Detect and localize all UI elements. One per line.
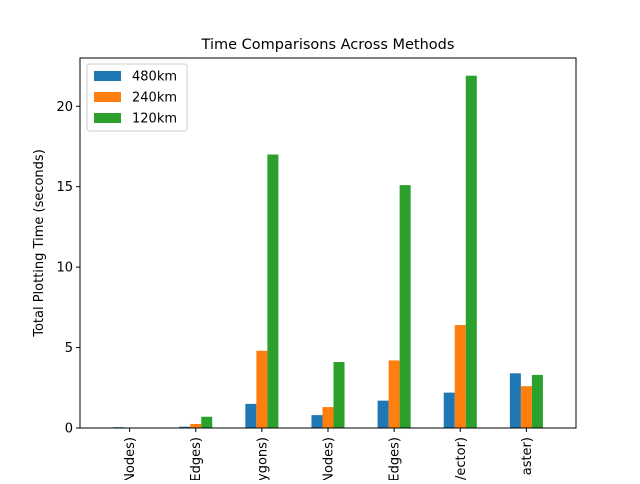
y-axis-label: Total Plotting Time (seconds) [32,149,47,338]
bar-480km-2 [245,404,256,428]
chart-title: Time Comparisons Across Methods [201,37,455,53]
x-tick-label: Nodes) [322,437,337,480]
y-tick-label: 0 [65,422,73,437]
bar-120km-4 [400,185,411,428]
x-tick-label: Edges) [388,437,403,480]
bar-240km-3 [322,407,333,428]
legend-swatch-240km [94,92,121,102]
bar-480km-4 [378,401,389,428]
y-tick-label: 15 [56,180,73,195]
legend: 480km 240km 120km [87,64,187,131]
y-tick-label: 5 [65,341,73,356]
bar-120km-6 [532,375,543,428]
x-tick-label: Edges) [189,437,204,480]
y-axis-ticks: 0 5 10 15 20 [56,100,80,437]
y-tick-label: 10 [56,261,73,276]
bar-120km-5 [466,76,477,428]
legend-label-120km: 120km [132,112,177,127]
bar-240km-5 [455,325,466,428]
bar-240km-6 [521,386,532,428]
bar-240km-4 [389,360,400,428]
bar-480km-6 [510,373,521,428]
x-axis-ticks: Nodes) Edges) ygons) Nodes) Edges) /ector) ast… [123,428,535,480]
legend-swatch-480km [94,71,121,81]
bar-120km-3 [334,362,345,428]
bar-480km-3 [311,415,322,428]
x-tick-label: aster) [520,437,535,475]
y-tick-label: 20 [56,100,73,115]
x-tick-label: Nodes) [123,437,138,480]
bar-240km-2 [256,351,267,428]
x-tick-label: /ector) [454,437,469,480]
bar-480km-5 [444,393,455,428]
x-tick-label: ygons) [255,437,270,480]
legend-label-480km: 480km [132,70,177,85]
legend-label-240km: 240km [132,91,177,106]
legend-swatch-120km [94,113,121,123]
bar-120km-1 [201,417,212,428]
bar-240km-1 [190,424,201,428]
bar-120km-2 [267,155,278,428]
